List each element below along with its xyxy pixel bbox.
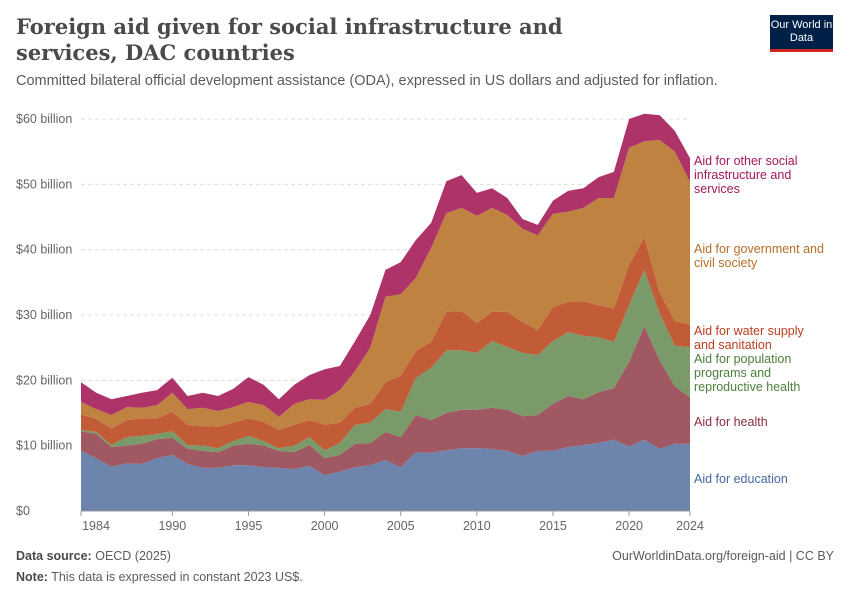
y-tick-label: $50 billion <box>16 177 72 191</box>
source-url[interactable]: OurWorldinData.org/foreign-aid | CC BY <box>612 549 834 563</box>
x-tick-label: 2015 <box>539 519 567 533</box>
x-tick-label: 1990 <box>158 519 186 533</box>
legend-label-health: Aid for health <box>694 415 768 429</box>
x-tick-label: 2020 <box>615 519 643 533</box>
area-aid-for-government-and-civil-society <box>81 139 690 430</box>
note-label: Note: <box>16 570 48 584</box>
area-aid-for-population-programs-and-reproductive-health <box>81 269 690 459</box>
y-tick-label: $60 billion <box>16 112 72 126</box>
chart-subtitle: Committed bilateral official development… <box>16 73 718 89</box>
area-aid-for-other-social-infrastructure-and-services <box>81 113 690 417</box>
y-tick-label: $0 <box>16 504 30 518</box>
owid-logo[interactable]: Our World in Data <box>770 15 833 52</box>
x-tick-label: 2005 <box>387 519 415 533</box>
legend-label-education: Aid for education <box>694 472 788 486</box>
legend-label-other: Aid for other social infrastructure and … <box>694 154 798 196</box>
chart-title: Foreign aid given for social infrastruct… <box>16 14 563 65</box>
logo-text: Our World in Data <box>770 19 833 44</box>
source-text: OECD (2025) <box>95 549 171 563</box>
legend-label-population: Aid for population programs and reproduc… <box>694 352 801 394</box>
legend-label-water: Aid for water supply and sanitation <box>694 324 804 352</box>
source-label: Data source: <box>16 549 92 563</box>
note-text: This data is expressed in constant 2023 … <box>51 570 303 584</box>
area-aid-for-health <box>81 326 690 476</box>
x-tick-label: 2024 <box>676 519 704 533</box>
data-source: Data source: OECD (2025) <box>16 549 171 563</box>
y-tick-label: $40 billion <box>16 243 72 257</box>
y-tick-label: $20 billion <box>16 373 72 387</box>
x-tick-label: 2000 <box>311 519 339 533</box>
x-tick-label: 2010 <box>463 519 491 533</box>
y-tick-label: $30 billion <box>16 308 72 322</box>
x-tick-label: 1984 <box>82 519 110 533</box>
area-aid-for-water-supply-and-sanitation <box>81 237 690 451</box>
x-tick-label: 1995 <box>235 519 263 533</box>
y-tick-label: $10 billion <box>16 439 72 453</box>
area-aid-for-education <box>81 439 690 511</box>
legend-label-government: Aid for government and civil society <box>694 242 824 270</box>
note: Note: This data is expressed in constant… <box>16 570 303 584</box>
